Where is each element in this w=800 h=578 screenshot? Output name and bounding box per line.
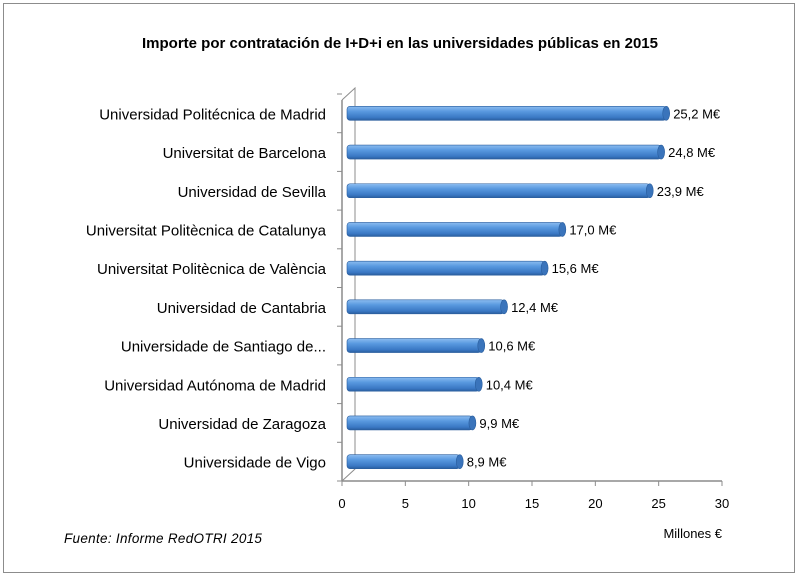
category-label: Universitat Politècnica de València (97, 261, 327, 278)
data-label: 12,4 M€ (511, 300, 559, 315)
axis-wall (341, 86, 356, 482)
bar (346, 338, 482, 353)
bar-end-cap (468, 415, 477, 431)
bar-end-cap (558, 222, 567, 237)
bar (346, 260, 545, 276)
bar-end-cap (500, 299, 508, 315)
data-label: 25,2 M€ (673, 106, 721, 121)
bar-end-cap (662, 106, 671, 121)
data-label: 9,9 M€ (479, 416, 520, 431)
bar (346, 376, 480, 392)
bar-end-cap (455, 454, 464, 469)
bar (346, 415, 473, 431)
category-label: Universidad de Sevilla (178, 184, 327, 201)
category-label: Universidad de Cantabria (157, 300, 327, 317)
category-label: Universidade de Vigo (184, 455, 326, 472)
x-axis-title: Millones € (663, 526, 722, 541)
x-tick-label: 5 (402, 496, 409, 511)
bar (346, 183, 651, 199)
bar-end-cap (657, 144, 665, 160)
x-tick-label: 25 (651, 496, 665, 511)
x-tick-label: 20 (588, 496, 602, 511)
bar (346, 106, 667, 121)
chart-frame (3, 3, 795, 573)
data-label: 17,0 M€ (569, 222, 617, 237)
data-label: 10,6 M€ (488, 339, 536, 354)
bar (346, 454, 461, 469)
bar (346, 222, 563, 237)
source-note: Fuente: Informe RedOTRI 2015 (64, 531, 263, 546)
data-label: 10,4 M€ (486, 377, 534, 392)
bar-end-cap (540, 260, 549, 276)
bar-end-cap (477, 338, 486, 353)
chart-title: Importe por contratación de I+D+i en las… (141, 35, 658, 52)
category-label: Universitat Politècnica de Catalunya (86, 222, 327, 239)
data-label: 24,8 M€ (668, 145, 716, 160)
category-label: Universidad Autónoma de Madrid (104, 377, 326, 394)
bar (346, 144, 662, 160)
category-label: Universidad Politécnica de Madrid (99, 106, 326, 123)
bar (346, 299, 505, 315)
bar-end-cap (474, 376, 483, 392)
bar-end-cap (645, 183, 654, 199)
x-tick-label: 30 (715, 496, 729, 511)
data-label: 8,9 M€ (467, 455, 508, 470)
category-label: Universidade de Santiago de... (121, 339, 326, 356)
x-tick-label: 15 (525, 496, 539, 511)
data-label: 15,6 M€ (552, 261, 600, 276)
data-label: 23,9 M€ (657, 184, 705, 199)
category-label: Universitat de Barcelona (163, 145, 327, 162)
x-tick-label: 0 (338, 496, 345, 511)
x-tick-label: 10 (461, 496, 475, 511)
category-label: Universidad de Zaragoza (158, 416, 326, 433)
